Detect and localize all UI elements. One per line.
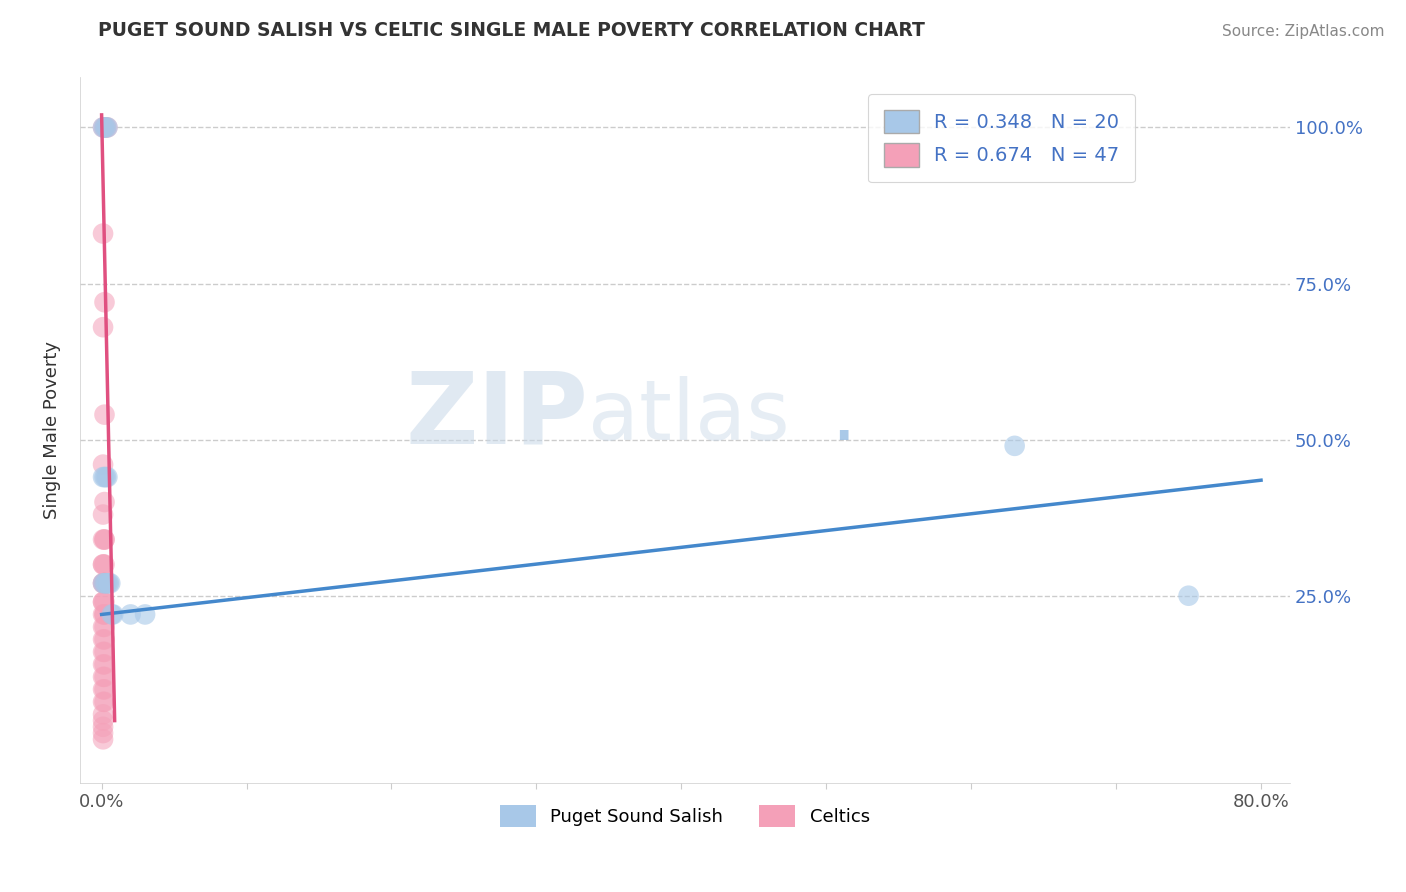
Point xyxy=(97,576,120,591)
Point xyxy=(91,645,114,659)
Point xyxy=(103,607,125,622)
Point xyxy=(93,607,115,622)
Y-axis label: Single Male Poverty: Single Male Poverty xyxy=(44,342,60,519)
Point xyxy=(91,726,114,740)
Text: atlas: atlas xyxy=(588,376,790,457)
Point xyxy=(93,607,115,622)
Point xyxy=(91,576,114,591)
Text: Source: ZipAtlas.com: Source: ZipAtlas.com xyxy=(1222,24,1385,38)
Point xyxy=(1177,589,1199,603)
Point xyxy=(93,533,115,547)
Point xyxy=(91,508,114,522)
Point xyxy=(93,670,115,684)
Point xyxy=(91,120,114,135)
Point xyxy=(91,470,114,484)
Point xyxy=(91,595,114,609)
Point xyxy=(91,682,114,697)
Point xyxy=(91,458,114,472)
Point xyxy=(91,707,114,722)
Point xyxy=(93,408,115,422)
Point xyxy=(93,645,115,659)
Point xyxy=(93,120,115,135)
Legend: Puget Sound Salish, Celtics: Puget Sound Salish, Celtics xyxy=(492,797,877,834)
Text: .: . xyxy=(830,376,856,457)
Point xyxy=(91,657,114,672)
Point xyxy=(94,120,117,135)
Point xyxy=(93,657,115,672)
Point xyxy=(93,576,115,591)
Point xyxy=(91,320,114,334)
Point xyxy=(93,695,115,709)
Point xyxy=(93,620,115,634)
Point xyxy=(91,632,114,647)
Point xyxy=(93,495,115,509)
Point xyxy=(120,607,142,622)
Point xyxy=(91,695,114,709)
Point xyxy=(98,576,121,591)
Point xyxy=(96,470,118,484)
Point xyxy=(94,470,117,484)
Point xyxy=(93,120,115,135)
Point xyxy=(93,576,115,591)
Point xyxy=(91,607,114,622)
Point xyxy=(134,607,156,622)
Point xyxy=(96,576,118,591)
Point xyxy=(91,227,114,241)
Point xyxy=(93,576,115,591)
Point xyxy=(93,558,115,572)
Point xyxy=(93,682,115,697)
Point xyxy=(93,595,115,609)
Point xyxy=(91,595,114,609)
Point xyxy=(91,120,114,135)
Point xyxy=(93,295,115,310)
Point xyxy=(96,120,118,135)
Point xyxy=(91,576,114,591)
Point xyxy=(93,470,115,484)
Point xyxy=(91,533,114,547)
Point xyxy=(91,720,114,734)
Point xyxy=(100,607,122,622)
Point xyxy=(1004,439,1026,453)
Text: PUGET SOUND SALISH VS CELTIC SINGLE MALE POVERTY CORRELATION CHART: PUGET SOUND SALISH VS CELTIC SINGLE MALE… xyxy=(98,21,925,39)
Point xyxy=(91,558,114,572)
Point xyxy=(91,558,114,572)
Point xyxy=(91,670,114,684)
Point xyxy=(91,714,114,728)
Point xyxy=(91,620,114,634)
Text: ZIP: ZIP xyxy=(405,368,588,465)
Point xyxy=(94,576,117,591)
Point xyxy=(93,533,115,547)
Point xyxy=(93,576,115,591)
Point xyxy=(93,632,115,647)
Point xyxy=(96,120,118,135)
Point xyxy=(91,732,114,747)
Point xyxy=(94,120,117,135)
Point xyxy=(91,576,114,591)
